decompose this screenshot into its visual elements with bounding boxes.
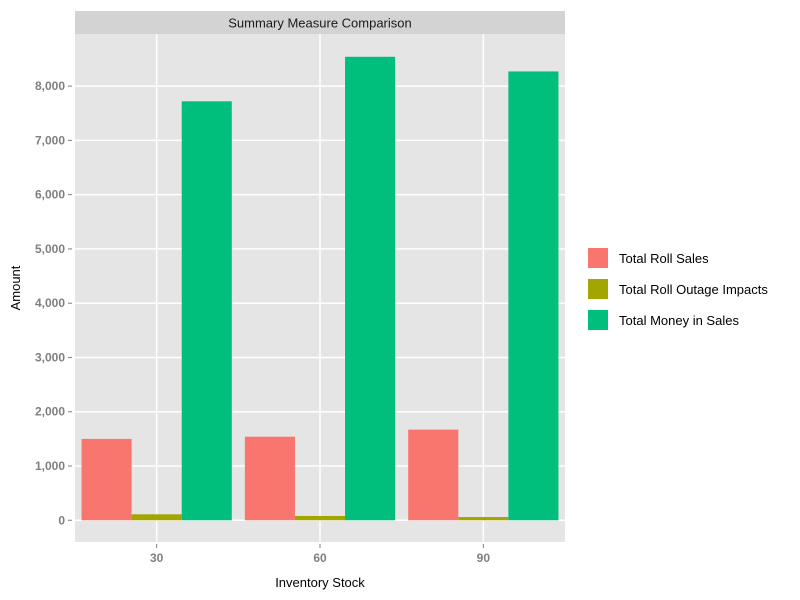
bar: [244, 436, 295, 521]
legend-key: [588, 248, 608, 268]
x-tick-label: 30: [150, 551, 164, 565]
y-tick-label: 4,000: [35, 296, 65, 310]
bar: [294, 515, 346, 521]
y-tick-label: 1,000: [35, 459, 65, 473]
y-tick-label: 0: [58, 513, 65, 527]
legend-key: [588, 310, 608, 330]
y-tick-label: 6,000: [35, 188, 65, 202]
bar: [131, 514, 182, 521]
y-tick-label: 2,000: [35, 405, 65, 419]
bar: [181, 101, 232, 521]
bar: [458, 517, 509, 521]
x-axis-title: Inventory Stock: [275, 575, 365, 590]
y-tick-label: 8,000: [35, 79, 65, 93]
y-tick-label: 7,000: [35, 133, 65, 147]
legend-label: Total Roll Sales: [619, 251, 709, 266]
legend: Total Roll Sales Total Roll Outage Impact…: [588, 248, 768, 330]
legend-key: [588, 279, 608, 299]
legend-label: Total Roll Outage Impacts: [619, 282, 768, 297]
y-axis: 0 1,000 2,000 3,000 4,000 5,000 6,000 7,000 8,00…: [35, 79, 72, 527]
legend-label: Total Money in Sales: [619, 313, 739, 328]
y-axis-title: Amount: [8, 265, 23, 310]
bar: [408, 429, 459, 521]
bar: [81, 438, 132, 521]
bars: [81, 56, 559, 521]
x-axis: 30 60 90: [150, 544, 490, 565]
chart-title: Summary Measure Comparison: [228, 16, 412, 31]
bar: [345, 56, 396, 521]
x-tick-label: 90: [477, 551, 491, 565]
y-tick-label: 5,000: [35, 242, 65, 256]
x-tick-label: 60: [313, 551, 327, 565]
y-tick-label: 3,000: [35, 350, 65, 364]
title-strip: [75, 11, 565, 34]
bar: [508, 71, 559, 521]
